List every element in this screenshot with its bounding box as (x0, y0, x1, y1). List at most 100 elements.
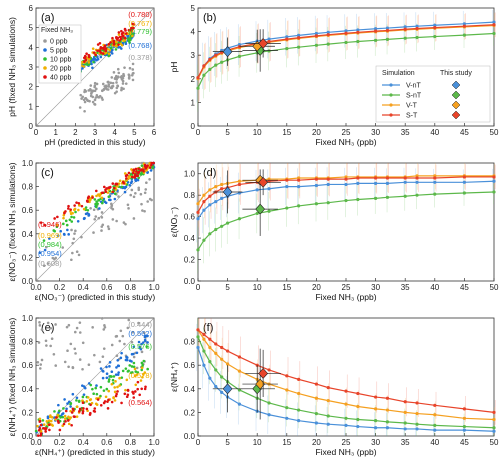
data-point-20-ppb (69, 212, 73, 216)
series-point-S-T (285, 374, 289, 378)
data-point-0-ppb (93, 353, 96, 357)
data-point-20-ppb (115, 40, 118, 44)
series-point-V-T (374, 407, 378, 411)
series-line-V-nT (197, 180, 495, 220)
data-point-0-ppb (100, 317, 104, 320)
series-point-S-nT (220, 224, 224, 228)
data-point-5-ppb (136, 178, 140, 182)
data-point-0-ppb (67, 365, 70, 369)
x-tick-label: 0.4 (78, 283, 90, 292)
data-point-0-ppb (97, 216, 101, 220)
series-point-V-nT (267, 37, 271, 41)
data-point-0-ppb (135, 366, 139, 370)
data-point-0-ppb (117, 195, 120, 198)
series-point-S-T (196, 328, 200, 332)
data-point-0-ppb (106, 225, 110, 228)
x-tick-label: 0.2 (54, 438, 66, 447)
legend-entry: 40 ppb (50, 75, 72, 82)
data-point-5-ppb (140, 342, 143, 346)
data-point-0-ppb (111, 218, 115, 221)
data-point-40-ppb (70, 423, 73, 427)
data-point-10-ppb (145, 345, 149, 348)
data-point-10-ppb (75, 399, 78, 402)
data-point-5-ppb (114, 373, 118, 376)
series-point-V-nT (374, 181, 378, 185)
data-point-0-ppb (107, 83, 111, 86)
series-point-S-T (297, 377, 301, 381)
data-point-20-ppb (85, 400, 89, 403)
series-point-S-nT (255, 211, 259, 216)
data-point-10-ppb (111, 378, 115, 382)
data-point-40-ppb (100, 191, 104, 195)
data-point-0-ppb (132, 71, 135, 75)
data-point-40-ppb (77, 201, 81, 205)
data-point-0-ppb (131, 68, 135, 71)
data-point-0-ppb (71, 251, 74, 255)
correlation-label: (0.378) (128, 53, 152, 62)
y-tick-label: 0.0 (22, 277, 34, 286)
data-point-20-ppb (89, 197, 92, 200)
data-point-40-ppb (137, 167, 140, 171)
data-point-40-ppb (48, 423, 51, 427)
series-point-V-nT (297, 419, 301, 423)
data-point-5-ppb (123, 186, 127, 190)
series-point-S-T (314, 34, 318, 38)
series-point-V-nT (403, 180, 407, 184)
data-point-0-ppb (123, 66, 126, 69)
series-point-S-T (326, 386, 330, 390)
series-point-V-nT (403, 25, 407, 29)
data-point-0-ppb (93, 102, 96, 106)
one-to-one-line (35, 162, 155, 282)
data-point-0-ppb (46, 321, 50, 325)
data-point-0-ppb (98, 360, 102, 364)
series-line-S-T (197, 176, 494, 213)
data-point-5-ppb (124, 358, 128, 362)
data-point-0-ppb (120, 88, 123, 92)
data-point-20-ppb (118, 179, 122, 183)
y-tick-label: 0.6 (22, 361, 34, 370)
data-point-5-ppb (67, 233, 70, 236)
data-point-0-ppb (112, 71, 116, 74)
series-point-S-T (344, 177, 348, 181)
data-point-40-ppb (116, 390, 119, 393)
series-point-V-T (356, 404, 360, 409)
data-point-10-ppb (110, 375, 113, 378)
data-point-40-ppb (62, 422, 66, 426)
data-point-0-ppb (44, 339, 48, 343)
data-point-5-ppb (99, 55, 103, 59)
data-point-20-ppb (139, 379, 143, 382)
series-point-V-nT (314, 183, 318, 188)
data-point-0-ppb (77, 253, 81, 257)
data-point-40-ppb (144, 385, 147, 389)
data-point-0-ppb (111, 81, 115, 85)
data-point-40-ppb (39, 434, 43, 437)
data-point-0-ppb (115, 86, 119, 90)
data-point-5-ppb (101, 370, 105, 373)
data-point-10-ppb (107, 380, 111, 383)
y-axis-label: ε(NO₃⁻) (169, 207, 179, 237)
data-point-40-ppb (96, 49, 99, 52)
series-point-V-T (196, 202, 200, 206)
data-point-5-ppb (138, 346, 142, 349)
series-line-V-T (197, 24, 495, 80)
series-point-V-nT (196, 217, 200, 221)
series-point-S-nT (196, 86, 200, 90)
data-point-20-ppb (133, 374, 137, 378)
data-point-40-ppb (96, 398, 100, 401)
data-point-10-ppb (62, 407, 65, 410)
data-point-20-ppb (91, 47, 95, 50)
data-point-5-ppb (109, 198, 112, 202)
data-point-20-ppb (131, 34, 134, 38)
this-study-marker-V-nT (222, 383, 233, 395)
data-point-40-ppb (104, 188, 107, 192)
one-to-one-line (35, 317, 155, 437)
y-tick-label: 4 (29, 43, 34, 52)
data-point-10-ppb (74, 210, 77, 214)
data-point-0-ppb (109, 81, 113, 85)
y-tick-label: 0.2 (22, 253, 34, 262)
legend-marker (43, 57, 47, 61)
legend-entry: 0 ppb (50, 39, 68, 46)
series-point-S-T (374, 176, 378, 180)
data-point-40-ppb (109, 41, 112, 44)
x-tick-label: 25 (342, 438, 351, 447)
